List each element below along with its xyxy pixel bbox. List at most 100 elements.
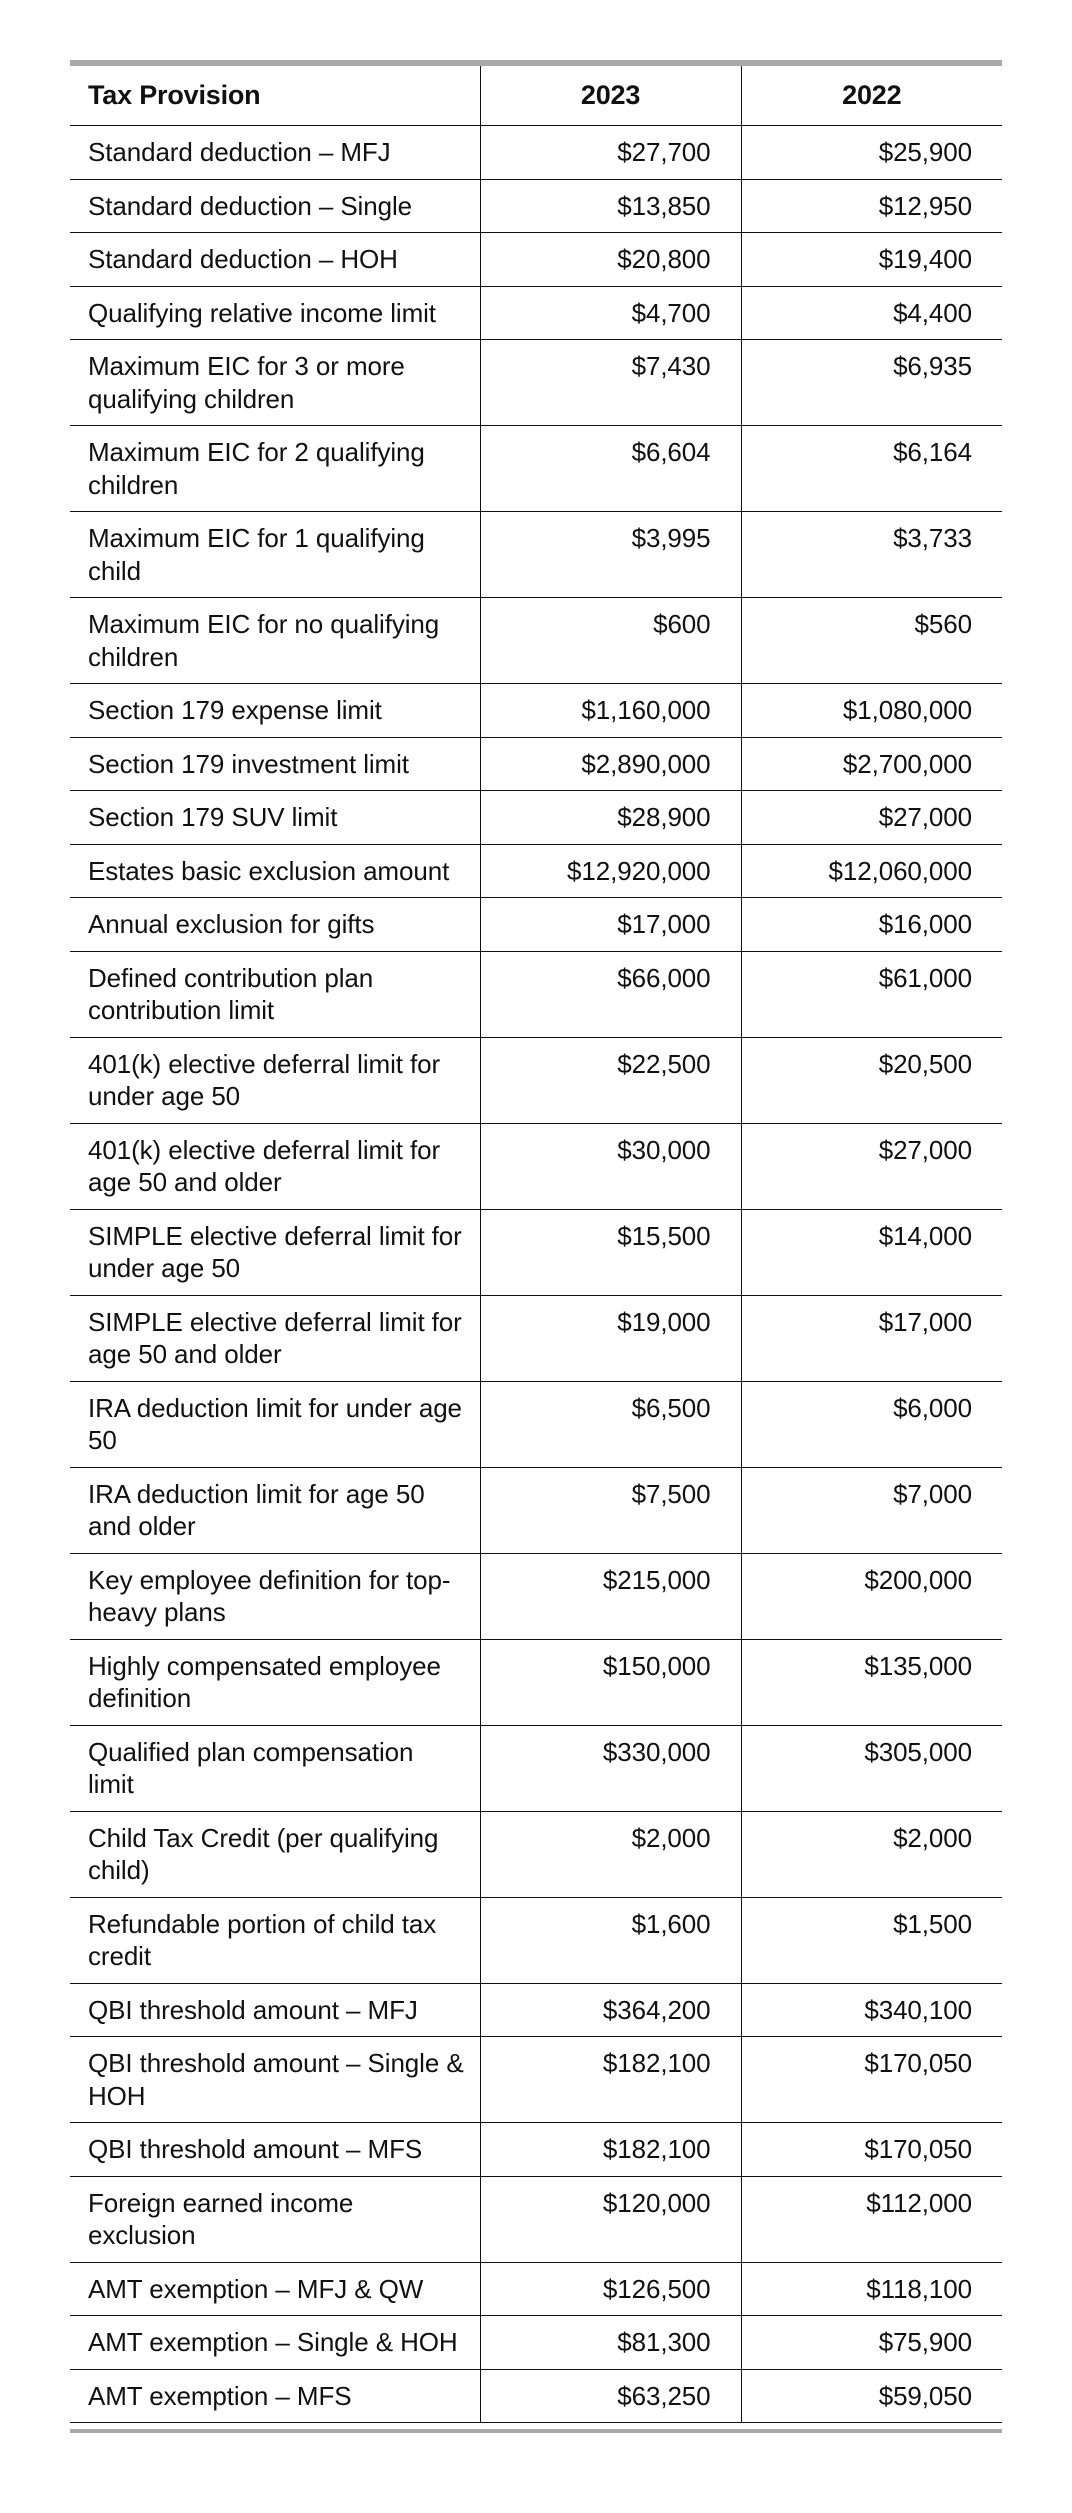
value-2022-cell: $20,500 [741,1037,1002,1123]
provision-cell: SIMPLE elective deferral limit for age 5… [70,1295,480,1381]
value-2023-cell: $330,000 [480,1725,741,1811]
table-row: IRA deduction limit for age 50 and older… [70,1467,1002,1553]
table-row: SIMPLE elective deferral limit for age 5… [70,1295,1002,1381]
table-row: AMT exemption – Single & HOH$81,300$75,9… [70,2316,1002,2370]
value-2022-cell: $6,000 [741,1381,1002,1467]
value-2023-cell: $12,920,000 [480,844,741,898]
provision-cell: Key employee definition for top-heavy pl… [70,1553,480,1639]
provision-cell: IRA deduction limit for under age 50 [70,1381,480,1467]
provision-cell: 401(k) elective deferral limit for age 5… [70,1123,480,1209]
table-bottom-rule [70,2422,1002,2429]
table-row: Standard deduction – MFJ$27,700$25,900 [70,126,1002,180]
value-2023-cell: $364,200 [480,1983,741,2037]
value-2022-cell: $1,080,000 [741,684,1002,738]
value-2022-cell: $4,400 [741,286,1002,340]
value-2022-cell: $12,060,000 [741,844,1002,898]
value-2023-cell: $30,000 [480,1123,741,1209]
value-2022-cell: $560 [741,598,1002,684]
value-2022-cell: $6,935 [741,340,1002,426]
table-row: AMT exemption – MFS$63,250$59,050 [70,2369,1002,2422]
provision-cell: Section 179 expense limit [70,684,480,738]
provision-cell: Maximum EIC for 3 or more qualifying chi… [70,340,480,426]
value-2022-cell: $305,000 [741,1725,1002,1811]
value-2023-cell: $150,000 [480,1639,741,1725]
value-2022-cell: $59,050 [741,2369,1002,2422]
value-2022-cell: $340,100 [741,1983,1002,2037]
table-row: Estates basic exclusion amount$12,920,00… [70,844,1002,898]
value-2022-cell: $14,000 [741,1209,1002,1295]
provision-cell: Qualifying relative income limit [70,286,480,340]
page: Tax Provision 2023 2022 Standard deducti… [0,0,1072,2513]
provision-cell: Foreign earned income exclusion [70,2176,480,2262]
value-2023-cell: $182,100 [480,2037,741,2123]
provision-cell: Section 179 SUV limit [70,791,480,845]
value-2022-cell: $16,000 [741,898,1002,952]
provision-cell: Standard deduction – MFJ [70,126,480,180]
value-2022-cell: $17,000 [741,1295,1002,1381]
value-2022-cell: $112,000 [741,2176,1002,2262]
value-2022-cell: $25,900 [741,126,1002,180]
value-2023-cell: $6,604 [480,426,741,512]
value-2022-cell: $19,400 [741,233,1002,287]
table-body: Standard deduction – MFJ$27,700$25,900St… [70,126,1002,2423]
value-2022-cell: $2,000 [741,1811,1002,1897]
table-bottom-rule-grey [70,2429,1002,2433]
table-row: SIMPLE elective deferral limit for under… [70,1209,1002,1295]
value-2022-cell: $7,000 [741,1467,1002,1553]
value-2023-cell: $28,900 [480,791,741,845]
value-2022-cell: $118,100 [741,2262,1002,2316]
value-2023-cell: $1,600 [480,1897,741,1983]
table-row: Section 179 SUV limit$28,900$27,000 [70,791,1002,845]
value-2022-cell: $170,050 [741,2037,1002,2123]
provision-cell: QBI threshold amount – MFJ [70,1983,480,2037]
provision-cell: QBI threshold amount – Single & HOH [70,2037,480,2123]
value-2022-cell: $2,700,000 [741,737,1002,791]
provision-cell: Qualified plan compensation limit [70,1725,480,1811]
provision-cell: AMT exemption – Single & HOH [70,2316,480,2370]
provision-cell: Standard deduction – HOH [70,233,480,287]
value-2022-cell: $3,733 [741,512,1002,598]
value-2022-cell: $170,050 [741,2123,1002,2177]
value-2023-cell: $7,430 [480,340,741,426]
value-2023-cell: $600 [480,598,741,684]
value-2023-cell: $13,850 [480,179,741,233]
table-row: Foreign earned income exclusion$120,000$… [70,2176,1002,2262]
column-header-provision: Tax Provision [70,63,480,126]
value-2022-cell: $1,500 [741,1897,1002,1983]
value-2023-cell: $2,000 [480,1811,741,1897]
table-row: Section 179 expense limit$1,160,000$1,08… [70,684,1002,738]
table-row: Maximum EIC for 3 or more qualifying chi… [70,340,1002,426]
table-row: Qualifying relative income limit$4,700$4… [70,286,1002,340]
table-row: IRA deduction limit for under age 50$6,5… [70,1381,1002,1467]
value-2023-cell: $126,500 [480,2262,741,2316]
table-row: Standard deduction – HOH$20,800$19,400 [70,233,1002,287]
table-row: QBI threshold amount – MFS$182,100$170,0… [70,2123,1002,2177]
value-2022-cell: $61,000 [741,951,1002,1037]
table-row: AMT exemption – MFJ & QW$126,500$118,100 [70,2262,1002,2316]
value-2023-cell: $3,995 [480,512,741,598]
table-row: 401(k) elective deferral limit for under… [70,1037,1002,1123]
value-2023-cell: $2,890,000 [480,737,741,791]
table-row: Key employee definition for top-heavy pl… [70,1553,1002,1639]
value-2023-cell: $182,100 [480,2123,741,2177]
value-2023-cell: $1,160,000 [480,684,741,738]
provision-cell: AMT exemption – MFJ & QW [70,2262,480,2316]
provision-cell: Maximum EIC for 1 qualifying child [70,512,480,598]
value-2023-cell: $15,500 [480,1209,741,1295]
value-2022-cell: $27,000 [741,1123,1002,1209]
table-row: Defined contribution plan contribution l… [70,951,1002,1037]
table-row: Qualified plan compensation limit$330,00… [70,1725,1002,1811]
provision-cell: Estates basic exclusion amount [70,844,480,898]
value-2023-cell: $17,000 [480,898,741,952]
value-2023-cell: $6,500 [480,1381,741,1467]
table-row: Standard deduction – Single$13,850$12,95… [70,179,1002,233]
column-header-2022: 2022 [741,63,1002,126]
provision-cell: Annual exclusion for gifts [70,898,480,952]
table-row: 401(k) elective deferral limit for age 5… [70,1123,1002,1209]
table-row: Maximum EIC for no qualifying children$6… [70,598,1002,684]
value-2022-cell: $6,164 [741,426,1002,512]
provision-cell: Child Tax Credit (per qualifying child) [70,1811,480,1897]
provision-cell: QBI threshold amount – MFS [70,2123,480,2177]
table-row: Maximum EIC for 1 qualifying child$3,995… [70,512,1002,598]
provision-cell: Defined contribution plan contribution l… [70,951,480,1037]
